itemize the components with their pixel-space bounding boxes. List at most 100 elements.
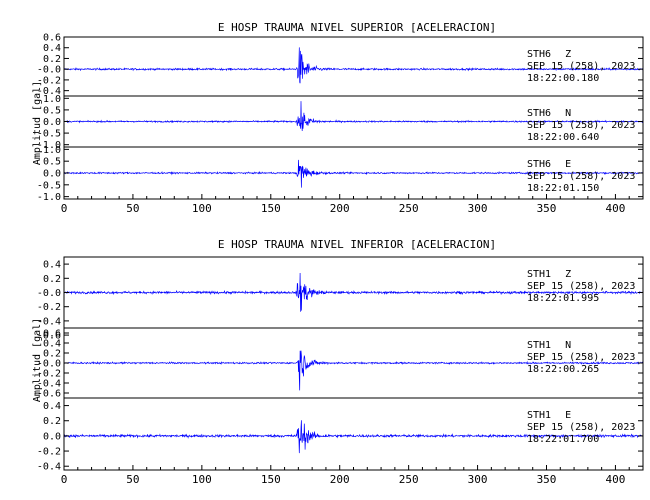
y-tick-label: -0.2 — [37, 75, 61, 86]
record-time: 18:22:00.265 — [527, 364, 599, 375]
record-date: SEP 15 (258), 2023 — [527, 171, 635, 182]
y-tick-label: 0.0 — [43, 431, 61, 442]
y-tick-label: 0.0 — [43, 169, 61, 180]
record-time: 18:22:01.700 — [527, 434, 599, 445]
x-tick-label: 300 — [468, 202, 488, 215]
x-tick-label: 0 — [61, 473, 68, 486]
lower-seismogram-chart: E HOSP TRAUMA NIVEL INFERIOR [ACELERACIO… — [32, 238, 644, 486]
station-label: STH1 E — [527, 410, 571, 421]
y-tick-label: -1.0 — [37, 192, 61, 203]
y-tick-label: -0.4 — [37, 462, 61, 473]
y-tick-label: -0.0 — [37, 359, 61, 370]
waveform-sth6-e — [64, 159, 643, 188]
station-label: STH1 Z — [527, 269, 571, 280]
x-tick-label: 150 — [261, 202, 281, 215]
station-label: STH6 N — [527, 108, 571, 119]
waveform-sth6-n — [64, 101, 643, 132]
y-tick-label: 0.6 — [43, 33, 61, 44]
component-code: Z — [565, 49, 571, 60]
waveform-sth1-e — [64, 420, 643, 454]
y-tick-label: 0.5 — [43, 105, 61, 116]
station-label: STH6 Z — [527, 49, 571, 60]
component-code: E — [565, 410, 571, 421]
y-tick-label: -0.2 — [37, 302, 61, 313]
y-tick-label: -0.0 — [37, 65, 61, 76]
y-tick-label: -0.5 — [37, 180, 61, 191]
y-tick-label: 0.4 — [43, 339, 61, 350]
y-tick-label: 0.2 — [43, 349, 61, 360]
record-time: 18:22:00.640 — [527, 132, 599, 143]
x-tick-label: 150 — [261, 473, 281, 486]
component-code: Z — [565, 269, 571, 280]
y-tick-label: -0.0 — [37, 288, 61, 299]
station-label: STH6 E — [527, 159, 571, 170]
y-tick-label: 0.2 — [43, 54, 61, 65]
x-tick-label: 50 — [126, 473, 139, 486]
x-tick-label: 250 — [399, 473, 419, 486]
component-code: E — [565, 159, 571, 170]
x-tick-label: 200 — [330, 202, 350, 215]
y-tick-label: -0.2 — [37, 447, 61, 458]
station-code: STH1 — [527, 340, 551, 351]
upper-y-axis-label: Amplitud [gal] — [32, 81, 43, 165]
y-tick-label: -0.2 — [37, 369, 61, 380]
station-label: STH1 N — [527, 340, 571, 351]
x-tick-label: 300 — [468, 473, 488, 486]
y-tick-label: 0.4 — [43, 43, 61, 54]
x-tick-label: 200 — [330, 473, 350, 486]
y-tick-label: 0.6 — [43, 329, 61, 340]
x-tick-label: 350 — [537, 473, 557, 486]
y-tick-label: -0.6 — [37, 389, 61, 400]
record-time: 18:22:01.150 — [527, 183, 599, 194]
lower-y-axis-label: Amplitud [gal] — [32, 318, 43, 402]
y-tick-label: 1.0 — [43, 94, 61, 105]
x-tick-label: 400 — [605, 473, 625, 486]
station-code: STH1 — [527, 410, 551, 421]
record-date: SEP 15 (258), 2023 — [527, 281, 635, 292]
y-tick-label: -0.6 — [37, 331, 61, 342]
waveform-sth1-z — [64, 272, 643, 312]
y-tick-label: 0.0 — [43, 117, 61, 128]
station-code: STH1 — [527, 269, 551, 280]
y-tick-label: 0.5 — [43, 157, 61, 168]
waveform-sth6-z — [64, 47, 643, 84]
record-date: SEP 15 (258), 2023 — [527, 352, 635, 363]
lower-chart-title: E HOSP TRAUMA NIVEL INFERIOR [ACELERACIO… — [218, 238, 496, 251]
component-code: N — [565, 340, 571, 351]
x-tick-label: 0 — [61, 202, 68, 215]
x-tick-label: 350 — [537, 202, 557, 215]
waveform-sth1-n — [64, 350, 643, 391]
y-tick-label: 0.2 — [43, 274, 61, 285]
lower-x-axis: 0 50 100 150 200 250 300 350 400 — [61, 465, 630, 486]
x-tick-label: 100 — [192, 202, 212, 215]
y-tick-label: -1.0 — [37, 140, 61, 151]
y-tick-label: 0.4 — [43, 260, 61, 271]
record-time: 18:22:00.180 — [527, 73, 599, 84]
y-tick-label: -0.5 — [37, 129, 61, 140]
y-tick-label: 0.4 — [43, 401, 61, 412]
component-code: N — [565, 108, 571, 119]
record-time: 18:22:01.995 — [527, 293, 599, 304]
y-tick-label: -0.4 — [37, 86, 61, 97]
x-tick-label: 50 — [126, 202, 139, 215]
station-code: STH6 — [527, 108, 551, 119]
upper-chart-title: E HOSP TRAUMA NIVEL SUPERIOR [ACELERACIO… — [218, 21, 496, 34]
record-date: SEP 15 (258), 2023 — [527, 422, 635, 433]
y-tick-label: 1.0 — [43, 145, 61, 156]
y-tick-label: 0.2 — [43, 416, 61, 427]
station-code: STH6 — [527, 159, 551, 170]
x-tick-label: 100 — [192, 473, 212, 486]
upper-seismogram-chart: E HOSP TRAUMA NIVEL SUPERIOR [ACELERACIO… — [32, 21, 644, 215]
x-tick-label: 400 — [605, 202, 625, 215]
y-tick-label: -0.4 — [37, 316, 61, 327]
x-tick-label: 250 — [399, 202, 419, 215]
